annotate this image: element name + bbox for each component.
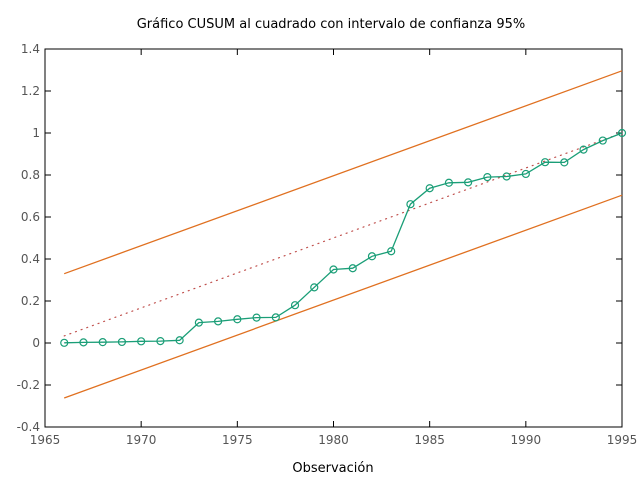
cusum-point [290,301,300,310]
y-axis: -0.4 -0.2 0 0.2 0.4 0.6 0.8 1 1.2 1.4 [17,42,622,434]
cusum-point [502,172,511,181]
upper-bound-line [63,70,623,275]
y-tick-label: 1 [32,126,40,140]
y-tick-label: 0.6 [21,210,40,224]
y-tick-label: 1.2 [21,84,40,98]
cusum-point [329,265,338,274]
cusum-point [271,313,280,322]
cusum-point [60,338,69,347]
y-tick-label: 0.4 [21,252,40,266]
series-layer [60,70,627,399]
cusum-point [598,136,607,145]
cusum-point [156,337,165,346]
cusum-point [252,313,261,322]
cusum-point [387,247,396,256]
cusum-point [444,178,453,187]
y-tick-label: 0.2 [21,294,40,308]
cusum-point [617,128,627,138]
x-tick-label: 1990 [511,433,542,447]
cusum-point [348,264,357,273]
x-axis-label: Observación [292,461,373,476]
cusum-point [579,145,588,154]
x-tick-label: 1985 [414,433,445,447]
cusum-point [98,338,107,347]
cusum-point [367,252,377,261]
cusum-point [540,158,550,167]
y-tick-label: 0.8 [21,168,40,182]
y-tick-label: -0.2 [17,378,40,392]
cusum-point [310,283,319,292]
x-tick-label: 1970 [126,433,157,447]
cusum-point [560,158,569,167]
y-tick-label: -0.4 [17,420,40,434]
cusum-point [175,336,184,345]
cusum-point [137,337,146,346]
chart-title: Gráfico CUSUM al cuadrado con intervalo … [137,17,526,32]
cusum-point [79,338,88,347]
x-tick-label: 1965 [30,433,61,447]
cusum-point [117,337,127,347]
cusum-point [214,317,223,326]
y-tick-label: 1.4 [21,42,40,56]
x-tick-label: 1980 [318,433,349,447]
cusum-point [425,184,434,193]
cusum-point [406,200,415,209]
lower-bound-line [63,194,623,399]
cusum-point [464,178,473,187]
plot-frame [44,48,623,428]
cusum-point [233,315,242,324]
cusum-squared-line [64,132,623,344]
x-tick-label: 1975 [222,433,253,447]
x-tick-label: 1995 [607,433,638,447]
y-tick-label: 0 [32,336,40,350]
cusum-point [521,169,530,179]
cusum-point [483,173,492,182]
cusum-point [194,318,203,327]
expected-line-line [63,132,623,337]
x-axis: 1965 1970 1975 1980 1985 1990 1995 [30,49,638,447]
